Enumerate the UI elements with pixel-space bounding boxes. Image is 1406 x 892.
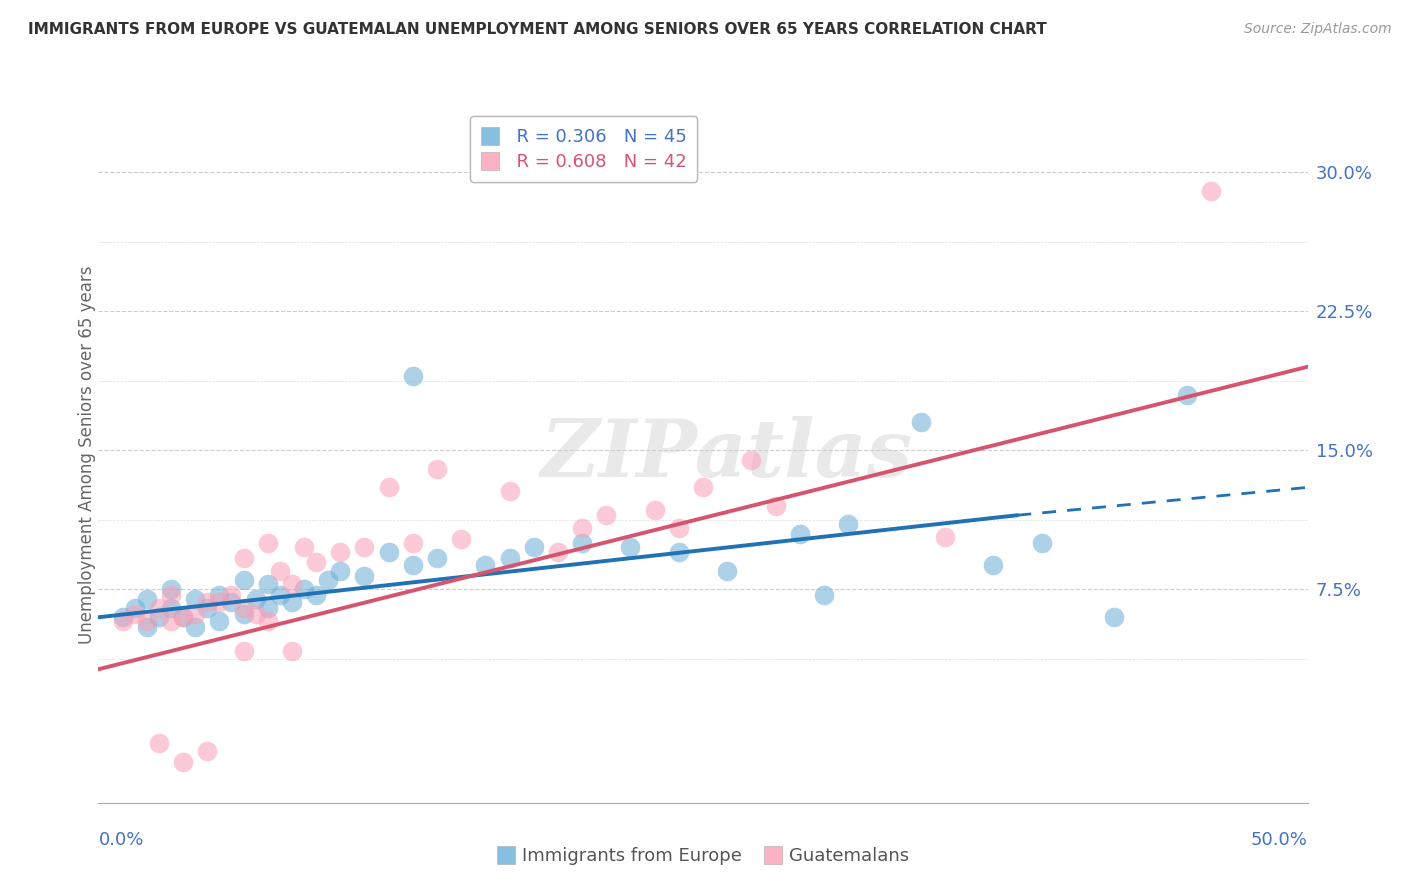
Point <box>1102 610 1125 624</box>
Point <box>232 607 254 621</box>
Point <box>377 545 399 559</box>
Point <box>195 744 218 758</box>
Point <box>232 601 254 615</box>
Point <box>184 619 207 633</box>
Point <box>668 521 690 535</box>
Point <box>256 536 278 550</box>
Point <box>305 588 328 602</box>
Point <box>377 480 399 494</box>
Point <box>547 545 569 559</box>
Point <box>172 610 194 624</box>
Point <box>740 452 762 467</box>
Point <box>619 540 641 554</box>
Point <box>195 601 218 615</box>
Point <box>910 416 932 430</box>
Point <box>981 558 1004 573</box>
Legend: Immigrants from Europe, Guatemalans: Immigrants from Europe, Guatemalans <box>488 837 918 874</box>
Point <box>232 573 254 587</box>
Text: ZIPatlas: ZIPatlas <box>541 417 914 493</box>
Point <box>474 558 496 573</box>
Point <box>148 601 170 615</box>
Point <box>571 521 593 535</box>
Point <box>221 588 243 602</box>
Point <box>316 573 339 587</box>
Text: 50.0%: 50.0% <box>1251 830 1308 848</box>
Point <box>269 564 291 578</box>
Point <box>208 614 231 628</box>
Point <box>208 595 231 609</box>
Point <box>329 564 352 578</box>
Point <box>426 462 449 476</box>
Point <box>716 564 738 578</box>
Point <box>184 591 207 606</box>
Text: IMMIGRANTS FROM EUROPE VS GUATEMALAN UNEMPLOYMENT AMONG SENIORS OVER 65 YEARS CO: IMMIGRANTS FROM EUROPE VS GUATEMALAN UNE… <box>28 22 1047 37</box>
Point <box>292 582 315 597</box>
Point <box>292 540 315 554</box>
Point <box>789 526 811 541</box>
Point <box>353 540 375 554</box>
Point <box>402 536 425 550</box>
Point <box>232 550 254 565</box>
Point <box>1199 184 1222 198</box>
Point <box>256 577 278 591</box>
Point <box>135 614 157 628</box>
Y-axis label: Unemployment Among Seniors over 65 years: Unemployment Among Seniors over 65 years <box>79 266 96 644</box>
Text: 0.0%: 0.0% <box>98 830 143 848</box>
Point <box>837 517 859 532</box>
Point <box>256 614 278 628</box>
Point <box>450 533 472 547</box>
Point <box>124 607 146 621</box>
Point <box>498 484 520 499</box>
Point <box>184 607 207 621</box>
Point <box>765 499 787 513</box>
Point <box>281 595 304 609</box>
Point <box>329 545 352 559</box>
Point <box>571 536 593 550</box>
Point <box>195 595 218 609</box>
Point <box>160 582 183 597</box>
Point <box>135 591 157 606</box>
Point <box>111 610 134 624</box>
Point <box>172 755 194 769</box>
Point <box>135 619 157 633</box>
Point <box>934 531 956 545</box>
Point <box>426 550 449 565</box>
Point <box>498 550 520 565</box>
Point <box>124 601 146 615</box>
Point <box>668 545 690 559</box>
Point <box>245 591 267 606</box>
Point <box>692 480 714 494</box>
Point <box>221 595 243 609</box>
Point <box>232 643 254 657</box>
Text: Source: ZipAtlas.com: Source: ZipAtlas.com <box>1244 22 1392 37</box>
Point <box>269 588 291 602</box>
Point <box>148 610 170 624</box>
Point <box>644 502 666 516</box>
Point <box>256 601 278 615</box>
Point <box>1031 536 1053 550</box>
Point <box>402 558 425 573</box>
Point <box>1175 387 1198 401</box>
Point <box>813 588 835 602</box>
Point <box>160 614 183 628</box>
Point <box>148 736 170 750</box>
Point <box>281 577 304 591</box>
Point <box>353 569 375 583</box>
Point <box>160 601 183 615</box>
Point <box>595 508 617 523</box>
Point <box>402 369 425 384</box>
Legend:   R = 0.306   N = 45,   R = 0.608   N = 42: R = 0.306 N = 45, R = 0.608 N = 42 <box>470 116 697 182</box>
Point <box>172 610 194 624</box>
Point <box>208 588 231 602</box>
Point <box>160 588 183 602</box>
Point <box>245 607 267 621</box>
Point <box>305 555 328 569</box>
Point <box>281 643 304 657</box>
Point <box>523 540 546 554</box>
Point <box>111 614 134 628</box>
